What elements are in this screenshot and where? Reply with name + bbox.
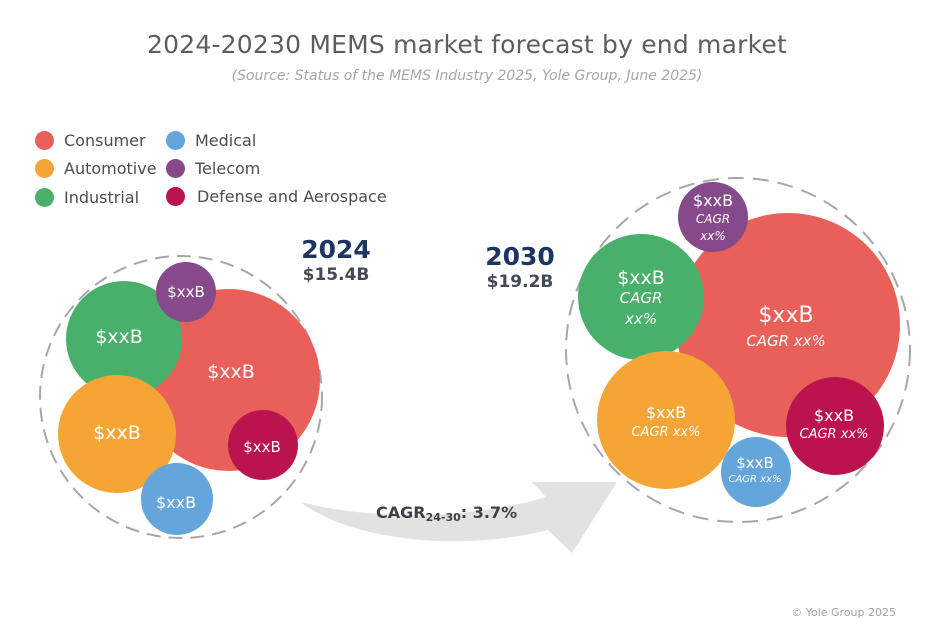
year-label-2024: 2024 xyxy=(301,235,371,264)
legend-dot-icon xyxy=(166,159,185,178)
legend-label: Consumer xyxy=(64,131,146,150)
bubble-2030-medical-cagr: CAGR xx% xyxy=(728,474,781,485)
bubble-group-2024: $xxB $xxB $xxB $xxB $xxB $xxB xyxy=(39,255,323,539)
copyright: © Yole Group 2025 xyxy=(791,606,896,619)
legend-label: Defense and Aerospace xyxy=(197,187,387,206)
bubble-2024-telecom-value: $xxB xyxy=(167,283,205,301)
legend-dot-icon xyxy=(166,187,185,206)
bubble-2030-telecom-cagr-line1: CAGR xyxy=(696,212,730,226)
bubble-2030-defense-cagr: CAGR xx% xyxy=(800,427,869,442)
year-block-2024: 2024 $15.4B xyxy=(290,236,382,286)
legend-item-defense-aerospace: Defense and Aerospace xyxy=(166,187,387,206)
bubble-2030-telecom-value: $xxB xyxy=(693,191,733,210)
legend-label: Medical xyxy=(195,131,257,150)
dashed-boundary-2030 xyxy=(565,177,911,523)
legend-label: Automotive xyxy=(64,159,157,178)
dashed-boundary-2024 xyxy=(39,255,323,539)
legend-item-medical: Medical xyxy=(166,131,256,150)
year-block-2030: 2030 $19.2B xyxy=(474,243,566,293)
bubble-2030-industrial-value: $xxB xyxy=(617,267,665,289)
legend-item-industrial: Industrial xyxy=(35,188,139,207)
bubble-2024-medical xyxy=(141,463,213,535)
legend-label: Telecom xyxy=(195,159,261,178)
bubble-2024-consumer-value: $xxB xyxy=(207,361,255,383)
bubble-group-2030: $xxB CAGR xx% $xxB CAGR xx% $xxB CAGR xx… xyxy=(565,177,911,523)
cagr-label: CAGR24-30: 3.7% xyxy=(376,503,517,524)
bubble-2024-industrial xyxy=(66,281,182,397)
bubble-2030-consumer-value: $xxB xyxy=(758,303,813,328)
bubble-2030-medical-value: $xxB xyxy=(736,454,774,472)
legend-dot-icon xyxy=(35,188,54,207)
bubble-2030-industrial-cagr-line1: CAGR xyxy=(620,289,663,307)
legend-dot-icon xyxy=(166,131,185,150)
total-label-2024: $15.4B xyxy=(302,265,370,285)
bubble-2030-defense-value: $xxB xyxy=(814,406,854,425)
bubble-2024-medical-value: $xxB xyxy=(156,493,196,512)
bubble-2030-automotive-cagr: CAGR xx% xyxy=(632,425,701,440)
bubble-2030-industrial xyxy=(578,234,704,360)
bubble-2030-consumer-cagr: CAGR xx% xyxy=(746,332,826,350)
chart-title: 2024-20230 MEMS market forecast by end m… xyxy=(147,30,787,59)
bubble-2030-automotive-value: $xxB xyxy=(646,403,686,422)
legend-dot-icon xyxy=(35,131,54,150)
legend-item-automotive: Automotive xyxy=(35,159,157,178)
chart-subtitle: (Source: Status of the MEMS Industry 202… xyxy=(231,68,703,84)
year-label-2030: 2030 xyxy=(485,242,555,271)
bubble-2024-telecom xyxy=(156,262,216,322)
bubble-2030-telecom xyxy=(678,182,748,252)
cagr-period: 24-30 xyxy=(425,511,461,524)
bubble-2024-defense-value: $xxB xyxy=(243,438,281,456)
growth-arrow xyxy=(300,482,617,553)
bubble-2030-industrial-cagr-line2: xx% xyxy=(624,310,657,328)
total-label-2030: $19.2B xyxy=(486,272,554,292)
bubble-2024-defense xyxy=(228,410,298,480)
bubble-2030-defense xyxy=(786,377,884,475)
bubble-2024-automotive xyxy=(58,375,176,493)
legend-dot-icon xyxy=(35,159,54,178)
bubble-2024-industrial-value: $xxB xyxy=(95,326,143,348)
legend-label: Industrial xyxy=(64,188,140,207)
legend-item-consumer: Consumer xyxy=(35,131,146,150)
cagr-value: : 3.7% xyxy=(460,503,518,522)
bubble-2030-automotive xyxy=(597,351,735,489)
legend-item-telecom: Telecom xyxy=(166,159,260,178)
cagr-prefix: CAGR xyxy=(376,503,426,522)
bubble-2030-telecom-cagr-line2: xx% xyxy=(699,229,726,243)
bubble-2024-automotive-value: $xxB xyxy=(93,422,141,444)
bubble-2030-medical xyxy=(721,437,791,507)
